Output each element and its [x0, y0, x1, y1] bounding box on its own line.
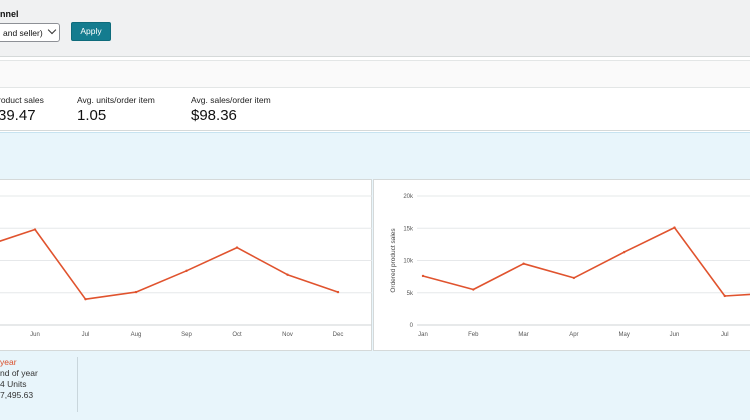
legend-line: 4 Units [0, 379, 27, 389]
series-line [0, 228, 339, 300]
channel-select-value: and seller) [3, 28, 43, 38]
x-tick-label: Jun [670, 332, 680, 338]
x-tick-label: Oct [232, 332, 242, 338]
x-tick-label: Apr [569, 332, 578, 338]
chart-panel-left: Jun Jul Aug Sep Oct Nov Dec [0, 179, 372, 351]
x-tick-label: Jul [82, 332, 90, 338]
channel-filter-label: nnel [0, 9, 19, 19]
metric-label: roduct sales [0, 95, 44, 105]
data-point [134, 290, 138, 294]
legend-series-title[interactable]: year [0, 357, 17, 367]
toolbar-strip [0, 60, 750, 88]
legend-line: 7,495.63 [0, 390, 34, 400]
data-point [723, 294, 726, 298]
x-tick-label: Feb [468, 332, 479, 338]
metric-label: Avg. sales/order item [191, 95, 271, 105]
data-point [336, 290, 340, 294]
data-point [522, 262, 525, 265]
metric-avg-sales: Avg. sales/order item $98.36 [191, 95, 271, 124]
data-point [623, 250, 626, 254]
legend-line: nd of year [0, 368, 38, 378]
y-tick-label: 15k [403, 226, 414, 232]
x-tick-label: Nov [282, 332, 293, 338]
data-point [84, 298, 87, 301]
metric-label: Avg. units/order item [77, 95, 155, 105]
metric-value: 39.47 [0, 107, 36, 124]
data-point [572, 276, 576, 280]
y-axis-label: Ordered product sales [390, 228, 397, 293]
chevron-down-icon [47, 25, 57, 35]
y-tick-label: 0 [410, 323, 414, 329]
y-tick-label: 5k [407, 291, 414, 297]
x-tick-label: Aug [131, 332, 142, 338]
y-tick-label: 10k [403, 259, 414, 265]
apply-button[interactable]: Apply [71, 22, 111, 41]
metric-value: 1.05 [77, 107, 107, 124]
x-tick-label: May [619, 332, 630, 338]
data-point [286, 273, 289, 276]
metrics-row: roduct sales 39.47 Avg. units/order item… [0, 91, 750, 131]
chart-panel-right: 0 5k 10k 15k 20k Ordered product sales Jan Feb M… [373, 179, 750, 351]
y-tick-label: 20k [403, 194, 414, 200]
data-point [185, 269, 188, 273]
x-tick-label: Jan [418, 332, 428, 338]
data-point [673, 226, 676, 229]
x-tick-label: Jul [721, 332, 729, 338]
metric-product-sales: roduct sales 39.47 [0, 95, 44, 124]
data-point [472, 288, 475, 291]
series-line [422, 226, 750, 297]
chart-legend: year nd of year 4 Units 7,495.63 [0, 357, 78, 412]
x-tick-label: Jun [30, 332, 40, 338]
x-tick-label: Sep [181, 332, 192, 338]
x-tick-label: Dec [333, 332, 344, 338]
metric-avg-units: Avg. units/order item 1.05 [77, 95, 155, 124]
channel-select[interactable]: and seller) [0, 23, 60, 42]
data-point [33, 228, 37, 231]
filter-bar: nnel and seller) Apply [0, 0, 750, 57]
sales-chart-left: Jun Jul Aug Sep Oct Nov Dec [0, 195, 372, 338]
data-point [235, 246, 239, 249]
data-point [421, 274, 425, 278]
metric-value: $98.36 [191, 107, 237, 124]
sales-chart-right: 0 5k 10k 15k 20k Ordered product sales Jan Feb M… [390, 194, 750, 338]
x-tick-label: Mar [518, 332, 528, 338]
